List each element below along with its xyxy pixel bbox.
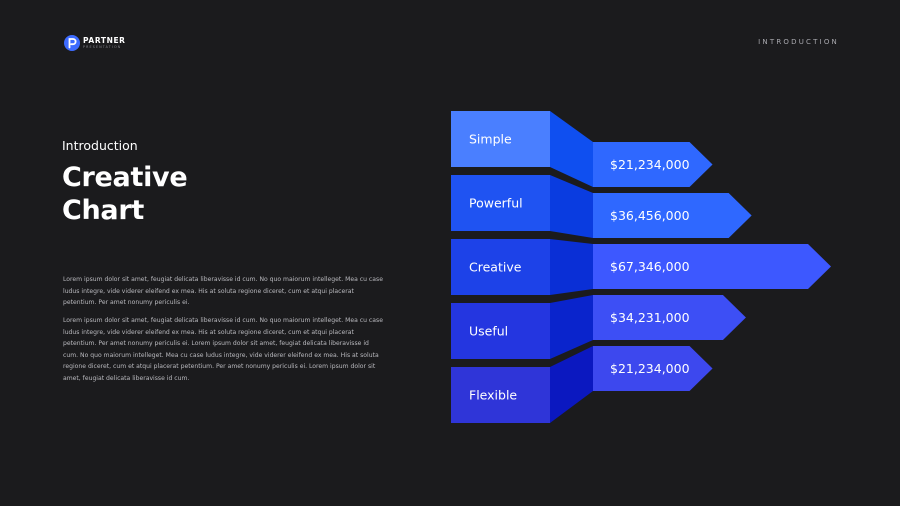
- value-arrow-bar: [593, 244, 831, 289]
- category-label: Flexible: [469, 388, 517, 403]
- category-label: Creative: [469, 260, 522, 275]
- category-label: Useful: [469, 324, 508, 339]
- value-label: $34,231,000: [610, 310, 690, 325]
- value-arrow-bar: [593, 295, 746, 340]
- section-nav-label[interactable]: INTRODUCTION: [758, 38, 839, 46]
- value-label: $36,456,000: [610, 208, 690, 223]
- body-paragraph-2: Lorem ipsum dolor sit amet, feugiat deli…: [63, 317, 383, 382]
- category-tab: [451, 367, 550, 423]
- value-arrow-bar: [593, 346, 713, 391]
- connector-band: [550, 295, 593, 359]
- value-arrow-bar: [593, 193, 752, 238]
- page-title-line-2: Chart: [62, 195, 144, 226]
- category-label: Powerful: [469, 196, 523, 211]
- connector-band: [550, 175, 593, 238]
- category-label: Simple: [469, 132, 512, 147]
- category-tab: [451, 175, 550, 231]
- connector-band: [550, 346, 593, 423]
- connector-band: [550, 239, 593, 295]
- partner-logo-icon: [64, 35, 80, 51]
- value-label: $67,346,000: [610, 259, 690, 274]
- connector-band: [550, 111, 593, 187]
- brand-logo[interactable]: PARTNER PRESENTATION: [64, 35, 126, 51]
- page-title-line-1: Creative: [62, 162, 188, 193]
- brand-name: PARTNER: [83, 36, 126, 45]
- category-tab: [451, 239, 550, 295]
- page-subtitle: Introduction: [62, 138, 138, 153]
- value-label: $21,234,000: [610, 157, 690, 172]
- body-paragraph-1: Lorem ipsum dolor sit amet, feugiat deli…: [63, 276, 383, 307]
- category-tab: [451, 303, 550, 359]
- value-arrow-bar: [593, 142, 713, 187]
- category-tab: [451, 111, 550, 167]
- brand-tagline: PRESENTATION: [83, 45, 122, 49]
- value-label: $21,234,000: [610, 361, 690, 376]
- page-title: Creative Chart: [62, 161, 188, 227]
